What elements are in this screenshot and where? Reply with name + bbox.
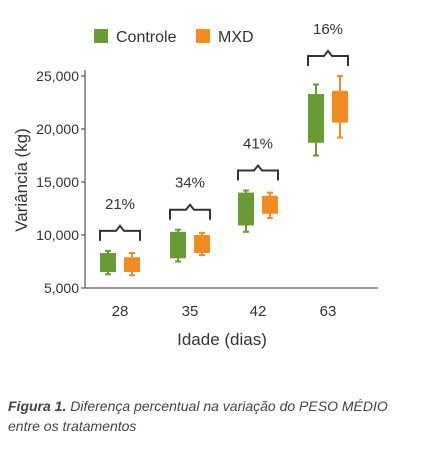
chart: Controle MXD 5,000 10,000 15,000 20,000 25,00…: [12, 21, 378, 349]
bracket: [237, 163, 279, 181]
bracket: [307, 49, 349, 66]
x-tick-label: 28: [112, 303, 129, 320]
annotation-label: 34%: [175, 175, 205, 192]
caption-label: Figura 1.: [8, 398, 67, 414]
y-tick-label: 15,000: [36, 174, 79, 190]
box-body: [170, 231, 186, 259]
box-body: [238, 192, 254, 226]
annotation-bracket: 16%: [307, 21, 349, 66]
annotation-bracket: 21%: [99, 196, 141, 241]
box-controle-35: [170, 228, 186, 263]
bracket: [169, 203, 211, 220]
legend-swatch: [94, 29, 108, 43]
box-mxd-28: [124, 252, 140, 277]
box-body: [124, 257, 140, 273]
legend-label: MXD: [218, 29, 254, 46]
box-body: [332, 90, 348, 123]
legend: Controle MXD: [94, 29, 254, 46]
bracket: [99, 224, 141, 241]
box-mxd-42: [262, 191, 278, 220]
annotation-label: 21%: [105, 196, 135, 213]
box-body: [100, 253, 116, 273]
annotation-bracket: 41%: [237, 135, 279, 181]
y-tick-label: 10,000: [36, 227, 79, 243]
x-axis: 28 35 42 63: [85, 287, 378, 320]
box-body: [194, 235, 210, 254]
x-axis-label: Idade (dias): [177, 330, 267, 349]
annotation-bracket: 34%: [169, 175, 211, 220]
annotation-label: 41%: [243, 135, 273, 152]
legend-label: Controle: [116, 29, 177, 46]
box-controle-42: [238, 189, 254, 233]
y-axis: 5,000 10,000 15,000 20,000 25,000: [36, 68, 86, 296]
box-mxd-63: [332, 75, 348, 139]
plot-area: 21% 34% 41% 16%: [99, 21, 349, 277]
y-tick-label: 25,000: [36, 68, 79, 84]
box-body: [262, 195, 278, 214]
y-tick-label: 20,000: [36, 121, 79, 137]
annotation-label: 16%: [313, 21, 343, 38]
y-tick-label: 5,000: [44, 280, 79, 296]
box-controle-63: [308, 83, 324, 157]
x-tick-label: 63: [320, 303, 337, 320]
caption-text: Diferença percentual na variação do PESO…: [8, 398, 388, 434]
legend-swatch: [196, 29, 210, 43]
box-mxd-35: [194, 231, 210, 257]
box-controle-28: [100, 249, 116, 276]
y-axis-label: Variância (kg): [12, 128, 31, 232]
x-tick-label: 35: [182, 303, 199, 320]
figure-caption: Figura 1. Diferença percentual na variaç…: [8, 396, 418, 436]
x-tick-label: 42: [250, 303, 267, 320]
